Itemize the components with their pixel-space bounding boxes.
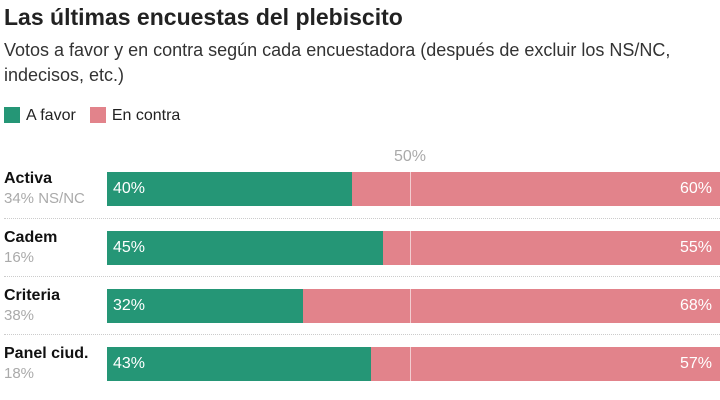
chart-subtitle: Votos a favor y en contra según cada enc…	[4, 40, 671, 85]
legend: A favor En contra	[4, 107, 180, 125]
row-separator	[4, 276, 720, 277]
bar-a-favor: 45%	[107, 231, 383, 265]
reference-label: 50%	[394, 148, 427, 165]
bar-row: Cadem 16% 45% 55%	[0, 229, 720, 266]
category-label: Criteria	[4, 287, 61, 304]
category-note: 18%	[4, 365, 35, 382]
bar-row: Activa 34% NS/NC 40% 60%	[0, 170, 720, 207]
bar-a-favor: 40%	[107, 172, 353, 206]
bar-en-contra: 57%	[370, 347, 720, 381]
category-label: Activa	[4, 170, 53, 187]
category-label: Cadem	[4, 229, 58, 246]
bar-a-favor: 43%	[107, 347, 371, 381]
bar-row: Criteria 38% 32% 68%	[0, 287, 720, 324]
stacked-bar: 32% 68%	[107, 289, 720, 323]
category-note: 38%	[4, 307, 35, 324]
category-note: 34% NS/NC	[4, 190, 85, 207]
legend-label: En contra	[111, 107, 181, 124]
legend-swatch-a-favor	[4, 107, 20, 123]
category-label: Panel ciud.	[4, 345, 89, 362]
row-separator	[4, 334, 720, 335]
stacked-bar: 45% 55%	[107, 231, 720, 265]
bar-en-contra: 68%	[303, 289, 720, 323]
row-separator	[4, 218, 720, 219]
legend-swatch-en-contra	[89, 107, 106, 123]
reference-line-50	[410, 168, 411, 382]
bar-a-favor: 32%	[107, 289, 304, 323]
legend-en-contra: En contra	[89, 107, 181, 125]
legend-a-favor: A favor	[4, 107, 76, 125]
stacked-bar: 40% 60%	[107, 172, 720, 206]
category-note: 16%	[4, 249, 35, 266]
bar-en-contra: 55%	[382, 231, 720, 265]
stacked-bar: 43% 57%	[107, 347, 720, 381]
bar-row: Panel ciud. 18% 43% 57%	[0, 345, 720, 382]
bar-en-contra: 60%	[352, 172, 720, 206]
legend-label: A favor	[26, 107, 76, 124]
chart-title: Las últimas encuestas del plebiscito	[4, 4, 403, 30]
